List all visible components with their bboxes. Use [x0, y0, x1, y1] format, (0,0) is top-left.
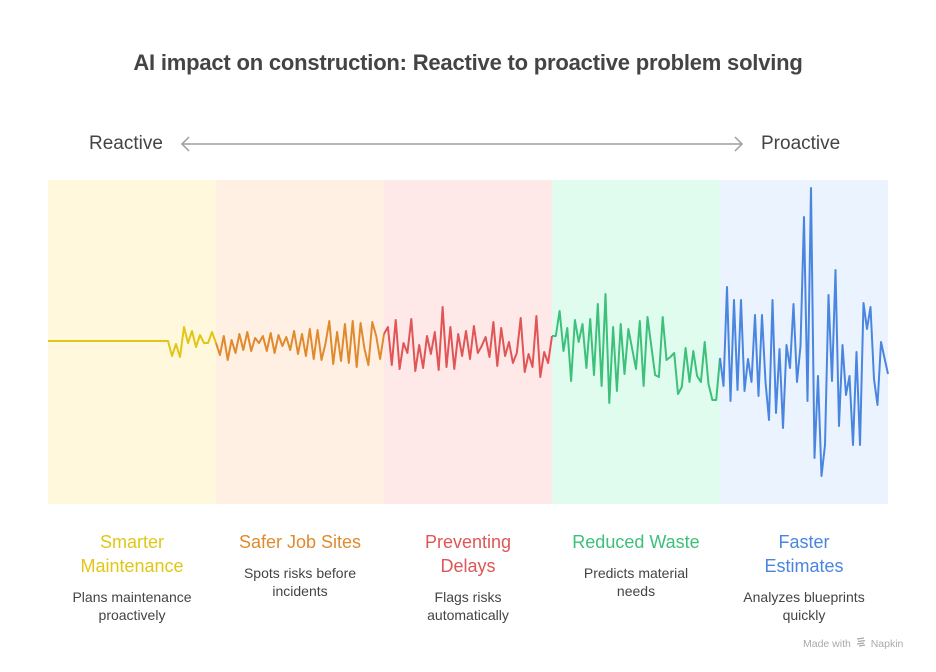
axis-label-reactive: Reactive	[89, 133, 163, 154]
segment-description: Flags risks automatically	[427, 589, 509, 623]
credit-prefix: Made with	[803, 638, 851, 650]
segment-description: Plans maintenance proactively	[72, 589, 192, 623]
arrow-head-left	[180, 136, 190, 152]
credit-brand: Napkin	[870, 638, 904, 650]
segment-title-line: Safer Job Sites	[238, 532, 362, 552]
waveform-segment-0	[48, 326, 217, 358]
panel-3	[552, 180, 720, 504]
axis-label-proactive: Proactive	[761, 133, 841, 154]
segment-title-line: Faster	[778, 532, 830, 552]
segment-title-line: Delays	[440, 556, 496, 576]
waveform-segment-4	[719, 187, 889, 477]
double-headed-arrow-icon	[180, 136, 744, 152]
segment-description: Spots risks before incidents	[243, 565, 357, 599]
segment-title: Safer Job Sites	[216, 530, 384, 554]
segment-title: Faster Estimates	[720, 530, 888, 578]
diagram-title: AI impact on construction: Reactive to p…	[133, 50, 803, 75]
waveform-segment-3	[552, 293, 721, 404]
segment-description: Analyzes blueprints quickly	[743, 589, 865, 623]
waveform-segment-2	[383, 306, 553, 378]
segment-title-line: Estimates	[764, 556, 844, 576]
segment-title: Smarter Maintenance	[48, 530, 216, 578]
segment-title-line: Smarter	[99, 532, 164, 552]
arrow-head-right	[734, 136, 744, 152]
waveform-segment-1	[215, 320, 385, 368]
napkin-logo-icon	[856, 637, 866, 650]
napkin-credit: Made with Napkin	[803, 637, 903, 650]
segment-title-line: Maintenance	[80, 556, 184, 576]
segment-title-line: Preventing	[424, 532, 512, 552]
segment-title-line: Reduced Waste	[572, 532, 700, 552]
segment-description: Predicts material needs	[583, 565, 689, 599]
segment-title: Reduced Waste	[552, 530, 720, 554]
segment-title: Preventing Delays	[384, 530, 552, 578]
